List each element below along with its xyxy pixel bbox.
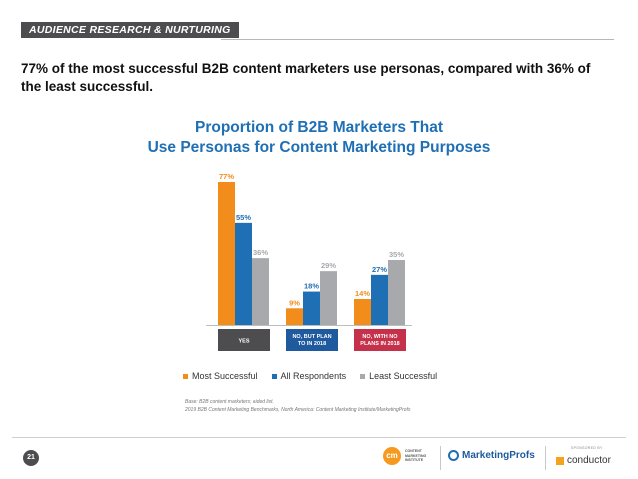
page-number: 21	[23, 450, 39, 466]
data-label-most-successful-3: 14%	[355, 289, 370, 298]
cmi-logo-text: CONTENT MARKETING INSTITUTE	[405, 449, 427, 463]
bar-all-respondents-3	[371, 274, 388, 325]
bar-least-successful-3	[388, 260, 405, 325]
category-label-box-3	[354, 329, 406, 351]
data-label-most-successful-2: 9%	[289, 298, 300, 307]
bar-all-respondents-2	[303, 291, 320, 325]
logo-separator	[440, 446, 441, 470]
data-label-all-respondents-2: 18%	[304, 282, 319, 291]
data-label-least-successful-2: 29%	[321, 261, 336, 270]
data-label-least-successful-1: 36%	[253, 248, 268, 257]
legend-item-most-successful: Most Successful	[183, 371, 258, 381]
data-label-all-respondents-1: 55%	[236, 213, 251, 222]
category-label-3: PLANS IN 2018	[360, 341, 399, 347]
cmi-logo: cm CONTENT MARKETING INSTITUTE	[383, 447, 429, 465]
base-note: Base: B2B content marketers; aided list.	[185, 399, 274, 405]
chart-notes: Base: B2B content marketers; aided list.…	[185, 398, 410, 414]
category-label-box-2	[286, 329, 338, 351]
bar-least-successful-2	[320, 271, 337, 325]
legend-swatch-all-respondents	[271, 373, 277, 379]
cmi-logo-mark: cm	[383, 447, 401, 465]
category-label-box-1	[218, 329, 270, 351]
footer-rule	[12, 437, 626, 438]
source-note: 2019 B2B Content Marketing Benchmarks, N…	[185, 407, 411, 413]
data-label-least-successful-3: 35%	[389, 250, 404, 259]
bar-all-respondents-1	[235, 222, 252, 325]
section-rule	[221, 39, 614, 40]
chart-title: Proportion of B2B Marketers That Use Per…	[0, 118, 638, 158]
conductor-logo-mark	[556, 456, 564, 465]
data-label-all-respondents-3: 27%	[372, 265, 387, 274]
bar-most-successful-1	[218, 182, 235, 325]
logo-separator	[545, 446, 546, 470]
headline: 77% of the most successful B2B content m…	[21, 61, 591, 94]
marketingprofs-logo: MarketingProfs	[448, 450, 535, 461]
marketingprofs-logo-text: MarketingProfs	[462, 450, 535, 461]
legend: Most Successful All Respondents Least Su…	[183, 371, 437, 381]
legend-item-least-successful: Least Successful	[360, 371, 437, 381]
chart-title-line2: Use Personas for Content Marketing Purpo…	[147, 139, 491, 156]
legend-label-least-successful: Least Successful	[369, 371, 438, 381]
chart-title-line1: Proportion of B2B Marketers That	[194, 119, 444, 136]
category-label-1: YES	[238, 339, 249, 345]
legend-label-all-respondents: All Respondents	[280, 371, 347, 381]
marketingprofs-logo-mark	[448, 450, 459, 461]
category-label-3: NO, WITH NO	[362, 334, 398, 340]
legend-swatch-most-successful	[183, 373, 188, 379]
conductor-logo: conductor	[556, 455, 611, 466]
legend-swatch-least-successful	[360, 373, 366, 379]
legend-item-all-respondents: All Respondents	[271, 371, 347, 381]
bar-most-successful-3	[354, 299, 371, 325]
bar-most-successful-2	[286, 308, 303, 325]
category-label-2: TO IN 2018	[298, 341, 326, 347]
legend-label-most-successful: Most Successful	[192, 371, 258, 381]
bar-least-successful-1	[252, 258, 269, 325]
conductor-logo-text: conductor	[567, 455, 611, 466]
section-tag: AUDIENCE RESEARCH & NURTURING	[21, 22, 239, 38]
sponsored-by-label: SPONSORED BY	[571, 446, 603, 450]
data-label-most-successful-1: 77%	[219, 172, 234, 181]
category-label-2: NO, BUT PLAN	[292, 334, 331, 340]
